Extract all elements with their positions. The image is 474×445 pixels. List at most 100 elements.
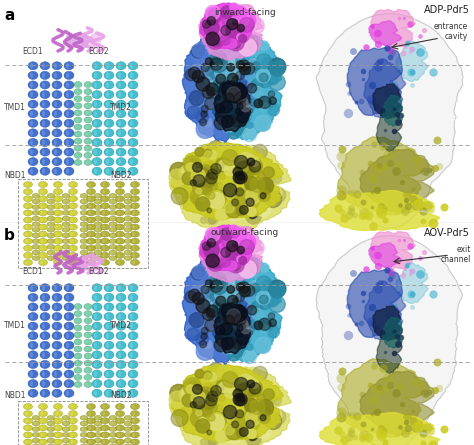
- Polygon shape: [364, 281, 406, 340]
- Ellipse shape: [106, 82, 109, 88]
- Ellipse shape: [86, 118, 88, 122]
- Circle shape: [210, 58, 222, 70]
- Circle shape: [231, 328, 246, 342]
- Ellipse shape: [24, 245, 33, 251]
- Point: [427, 427, 434, 434]
- Circle shape: [210, 158, 220, 168]
- Point: [429, 219, 437, 226]
- Point: [357, 319, 365, 326]
- Ellipse shape: [130, 343, 133, 348]
- Text: TMD1: TMD1: [4, 320, 26, 329]
- Circle shape: [220, 35, 230, 45]
- Circle shape: [242, 194, 259, 211]
- Circle shape: [259, 295, 268, 304]
- Circle shape: [237, 103, 243, 109]
- Ellipse shape: [40, 389, 50, 397]
- Ellipse shape: [84, 311, 92, 317]
- Ellipse shape: [100, 439, 109, 445]
- Point: [416, 255, 424, 262]
- Circle shape: [248, 387, 255, 394]
- Circle shape: [224, 74, 238, 88]
- Ellipse shape: [92, 90, 102, 99]
- Ellipse shape: [118, 285, 121, 291]
- Circle shape: [232, 81, 242, 91]
- Ellipse shape: [25, 405, 28, 409]
- Ellipse shape: [54, 231, 63, 237]
- Circle shape: [254, 167, 263, 176]
- Circle shape: [226, 316, 237, 327]
- Circle shape: [192, 162, 202, 172]
- Circle shape: [227, 64, 235, 71]
- Ellipse shape: [117, 190, 120, 194]
- Circle shape: [239, 35, 246, 42]
- Circle shape: [233, 394, 245, 406]
- Ellipse shape: [32, 205, 40, 210]
- Circle shape: [257, 394, 264, 401]
- Circle shape: [206, 429, 219, 442]
- Circle shape: [246, 158, 262, 174]
- Circle shape: [234, 314, 246, 326]
- Circle shape: [227, 87, 240, 101]
- Circle shape: [211, 160, 219, 168]
- Circle shape: [236, 32, 245, 41]
- Ellipse shape: [38, 196, 47, 202]
- Circle shape: [241, 324, 250, 334]
- Point: [361, 209, 368, 216]
- Circle shape: [201, 333, 207, 340]
- Circle shape: [190, 275, 201, 287]
- Ellipse shape: [116, 71, 126, 80]
- Ellipse shape: [96, 428, 98, 431]
- Circle shape: [255, 273, 263, 281]
- Point: [417, 271, 424, 278]
- Ellipse shape: [92, 158, 102, 166]
- Circle shape: [226, 412, 235, 421]
- Circle shape: [218, 67, 225, 73]
- Ellipse shape: [104, 293, 114, 301]
- Ellipse shape: [55, 232, 58, 236]
- Ellipse shape: [132, 197, 135, 201]
- Ellipse shape: [132, 419, 135, 423]
- Circle shape: [214, 250, 227, 263]
- Ellipse shape: [32, 199, 40, 204]
- Point: [337, 384, 345, 391]
- Circle shape: [188, 393, 199, 405]
- Circle shape: [237, 113, 246, 122]
- Ellipse shape: [88, 253, 91, 258]
- Ellipse shape: [94, 390, 97, 396]
- Circle shape: [182, 172, 195, 185]
- Point: [362, 265, 369, 272]
- Circle shape: [216, 209, 227, 221]
- Ellipse shape: [118, 121, 121, 126]
- Ellipse shape: [42, 130, 45, 136]
- Circle shape: [230, 225, 237, 233]
- Ellipse shape: [69, 432, 78, 438]
- Ellipse shape: [132, 204, 135, 208]
- Point: [398, 179, 405, 186]
- Ellipse shape: [66, 168, 69, 174]
- Circle shape: [203, 93, 217, 107]
- Point: [435, 384, 443, 392]
- Circle shape: [224, 296, 238, 310]
- Circle shape: [239, 383, 252, 395]
- Ellipse shape: [40, 351, 50, 359]
- Ellipse shape: [104, 351, 114, 359]
- Circle shape: [206, 289, 213, 295]
- Circle shape: [246, 376, 255, 386]
- Circle shape: [248, 281, 258, 291]
- Circle shape: [238, 322, 245, 329]
- Ellipse shape: [82, 433, 84, 437]
- Circle shape: [254, 389, 263, 398]
- Ellipse shape: [130, 252, 139, 259]
- Ellipse shape: [104, 100, 114, 108]
- Circle shape: [224, 14, 234, 24]
- Circle shape: [235, 123, 242, 131]
- Ellipse shape: [74, 124, 82, 130]
- Ellipse shape: [74, 353, 82, 359]
- Ellipse shape: [55, 182, 58, 186]
- Ellipse shape: [28, 138, 38, 146]
- Circle shape: [208, 237, 219, 248]
- Circle shape: [246, 186, 253, 192]
- Ellipse shape: [28, 332, 38, 340]
- Ellipse shape: [80, 239, 88, 243]
- Polygon shape: [369, 21, 401, 46]
